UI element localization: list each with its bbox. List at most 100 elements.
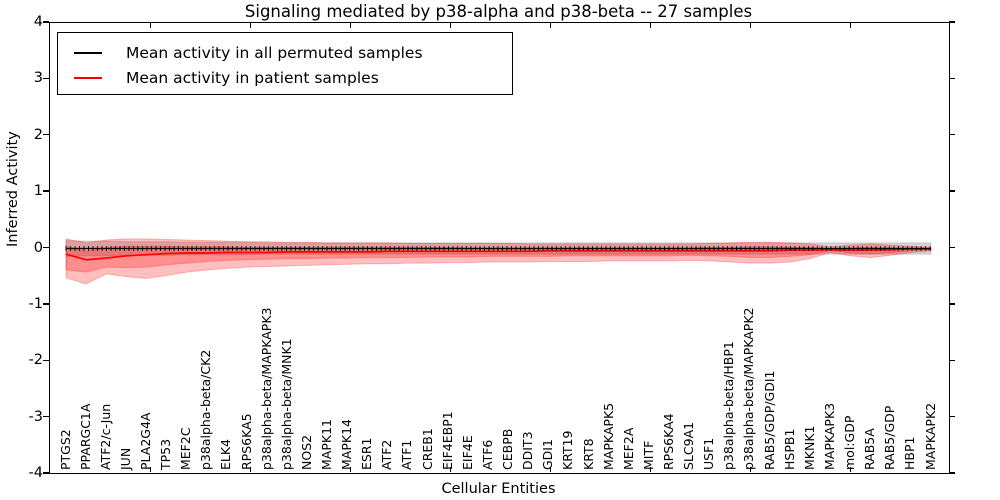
x-category-label: JUN — [117, 447, 133, 470]
y-tick-mark-left — [43, 359, 49, 361]
y-tick-mark-right — [949, 190, 955, 192]
y-tick-mark-left — [43, 77, 49, 80]
y-tick-mark-right — [949, 415, 955, 418]
x-category-label: ATF2/c-Jun — [97, 403, 113, 470]
y-tick-mark-left — [43, 415, 49, 418]
y-tick-mark-right — [949, 359, 955, 361]
x-category-label: ATF6 — [479, 439, 495, 470]
chart-canvas — [65, 238, 932, 285]
y-tick-label--4: -4 — [28, 465, 43, 481]
patient-line-swatch-icon — [74, 76, 102, 79]
x-category-label: EIF4EBP1 — [439, 411, 455, 470]
x-tick-mark-top — [250, 23, 252, 28]
y-tick-mark-right — [949, 303, 955, 305]
y-tick-mark-left — [43, 303, 49, 305]
x-category-label: SLC9A1 — [681, 421, 697, 470]
x-tick-mark-bottom — [750, 467, 752, 472]
x-category-label: USF1 — [701, 437, 717, 470]
y-tick-label-0: 0 — [33, 239, 43, 256]
x-category-label: GDI1 — [540, 439, 556, 470]
x-category-label: PLA2G4A — [137, 412, 153, 470]
plot-area — [49, 22, 950, 474]
x-category-label: MAPKAPK5 — [600, 402, 616, 470]
x-category-label: MEF2A — [620, 427, 636, 470]
x-category-label: p38alpha-beta/MNK1 — [278, 338, 294, 470]
y-tick-mark-left — [43, 246, 49, 249]
x-category-label: RPS6KA5 — [238, 413, 254, 470]
x-tick-mark-bottom — [150, 467, 152, 472]
x-category-label: NOS2 — [298, 434, 314, 470]
x-category-label: MITF — [640, 440, 656, 470]
x-tick-mark-bottom — [350, 467, 352, 472]
x-axis-title: Cellular Entities — [441, 481, 556, 497]
x-category-label: PPARGC1A — [77, 403, 93, 470]
y-tick-mark-right — [949, 21, 955, 23]
y-tick-mark-right — [949, 246, 955, 249]
x-category-label: RPS6KA4 — [660, 413, 676, 470]
x-tick-mark-top — [550, 23, 552, 28]
y-tick-label--2: -2 — [28, 352, 43, 369]
x-category-label: p38alpha-beta/HBP1 — [721, 341, 737, 470]
x-tick-mark-top — [450, 23, 452, 28]
y-tick-label--3: -3 — [28, 408, 43, 425]
x-tick-mark-bottom — [650, 467, 652, 472]
x-category-label: p38alpha-beta/MAPKAPK2 — [741, 307, 757, 471]
y-tick-mark-right — [949, 134, 955, 136]
y-tick-mark-left — [43, 21, 49, 23]
x-category-label: p38alpha-beta/CK2 — [198, 349, 214, 470]
x-tick-mark-top — [350, 23, 352, 28]
x-category-label: PTGS2 — [57, 429, 73, 470]
y-tick-mark-left — [43, 190, 49, 192]
permuted-line-swatch-icon — [74, 51, 102, 54]
legend-label-patient: Mean activity in patient samples — [126, 68, 379, 87]
x-category-label: KRT19 — [560, 430, 576, 470]
x-tick-mark-top — [150, 23, 152, 28]
x-tick-mark-bottom — [550, 467, 552, 472]
y-tick-label-1: 1 — [33, 183, 43, 200]
x-category-label: MAPK11 — [319, 419, 334, 470]
x-category-label: ELK4 — [218, 438, 234, 470]
x-category-label: p38alpha-beta/MAPKAPK3 — [258, 307, 274, 471]
x-category-label: ESR1 — [359, 437, 375, 470]
x-category-label: MAPKAPK2 — [922, 402, 938, 470]
x-tick-mark-bottom — [450, 467, 452, 472]
x-category-label: RAB5/GDP — [882, 405, 898, 470]
x-category-label: MAPKAPK3 — [821, 402, 837, 470]
y-tick-mark-right — [949, 472, 955, 474]
patient-mean-line — [65, 248, 931, 261]
x-category-label: TP53 — [158, 438, 174, 470]
y-tick-mark-left — [43, 472, 49, 474]
x-category-label: DDIT3 — [520, 431, 536, 470]
legend: Mean activity in all permuted samples Me… — [57, 32, 513, 95]
x-tick-mark-top — [650, 23, 652, 28]
x-category-label: ATF2 — [379, 439, 395, 470]
permuted-line-markers — [65, 246, 931, 251]
y-tick-label--1: -1 — [28, 295, 43, 312]
x-tick-mark-bottom — [850, 467, 852, 472]
y-tick-label-2: 2 — [33, 126, 43, 143]
x-category-label: HSPB1 — [781, 428, 797, 470]
x-category-label: CREB1 — [419, 428, 435, 470]
x-tick-mark-bottom — [250, 467, 252, 472]
y-tick-label-4: 4 — [33, 14, 43, 30]
x-category-label: MEF2C — [178, 427, 194, 470]
y-tick-mark-left — [43, 134, 49, 136]
chart-title: Signaling mediated by p38-alpha and p38-… — [244, 2, 753, 21]
y-tick-mark-right — [949, 77, 955, 80]
x-category-label: HBP1 — [902, 436, 918, 470]
x-category-label: CEBPB — [500, 428, 516, 470]
x-category-label: RAB5/GDP/GDI1 — [761, 370, 777, 470]
x-category-label: RAB5A — [862, 428, 878, 470]
x-tick-mark-top — [750, 23, 752, 28]
legend-label-permuted: Mean activity in all permuted samples — [126, 43, 423, 62]
x-tick-mark-top — [850, 23, 852, 28]
x-category-label: MAPK14 — [339, 419, 355, 470]
legend-item-permuted: Mean activity in all permuted samples — [74, 40, 512, 65]
x-category-label: mol:GDP — [842, 415, 858, 470]
x-category-label: KRT8 — [580, 438, 596, 470]
x-category-label: ATF1 — [399, 439, 415, 470]
x-category-label: EIF4E — [459, 435, 475, 470]
y-tick-label-3: 3 — [33, 70, 43, 87]
legend-item-patient: Mean activity in patient samples — [74, 65, 512, 90]
